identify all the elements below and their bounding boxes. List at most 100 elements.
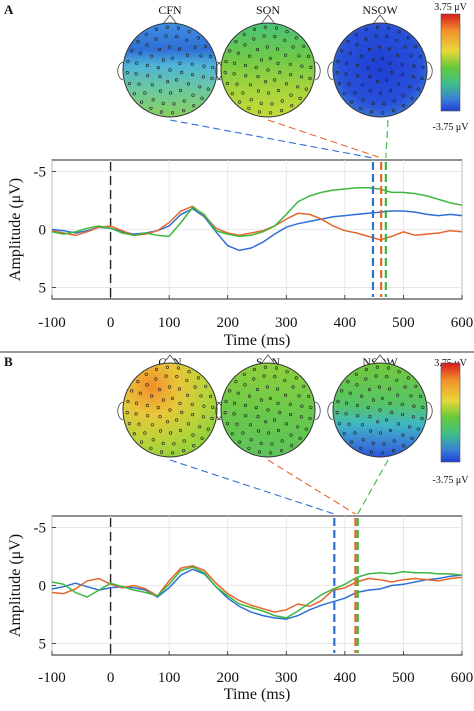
- electrode-marker: [256, 74, 260, 79]
- electrode-marker: [346, 380, 350, 384]
- electrode-marker: [241, 431, 245, 435]
- electrode-marker: [202, 404, 206, 408]
- electrode-marker: [150, 394, 154, 398]
- electrode-marker: [377, 45, 382, 49]
- electrode-marker: [182, 99, 186, 103]
- ear-icon: [314, 61, 321, 81]
- electrode-marker: [410, 436, 414, 441]
- electrode-marker: [154, 367, 158, 372]
- electrode-marker: [376, 420, 380, 424]
- electrode-marker: [243, 403, 247, 408]
- electrode-marker: [158, 74, 162, 79]
- ear-icon: [426, 61, 433, 81]
- electrode-marker: [161, 58, 165, 62]
- electrode-marker: [161, 101, 165, 105]
- erp-plot: -100 0 100 200 300 400 500 600 -5 0 5: [34, 515, 474, 686]
- electrode-marker: [414, 44, 418, 48]
- electrode-marker: [276, 61, 280, 66]
- electrode-marker: [187, 370, 191, 374]
- scalp-map: [332, 362, 428, 458]
- electrode-marker: [150, 83, 154, 87]
- electrode-marker: [302, 384, 306, 388]
- electrode-marker: [360, 83, 365, 87]
- electrode-marker: [296, 425, 300, 429]
- electrode-marker: [269, 451, 273, 455]
- electrode-marker: [386, 366, 391, 370]
- electrode-marker: [297, 54, 301, 58]
- electrode-marker: [275, 387, 280, 391]
- electrode-marker: [294, 376, 299, 380]
- x-tick-label: 600: [451, 670, 474, 686]
- electrode-marker: [344, 72, 348, 76]
- leader-line-nsow: [385, 119, 389, 159]
- electrode-marker: [345, 61, 349, 65]
- electrode-marker: [168, 408, 172, 412]
- electrode-marker: [256, 429, 261, 433]
- electrode-marker: [309, 405, 313, 410]
- electrode-marker: [185, 38, 189, 42]
- electrode-marker: [348, 51, 352, 55]
- electrode-marker: [127, 81, 131, 86]
- electrode-marker: [191, 93, 195, 97]
- electrode-marker: [171, 451, 175, 455]
- electrode-marker: [385, 418, 389, 422]
- y-tick-label: 5: [39, 280, 47, 296]
- electrode-marker: [255, 387, 260, 392]
- electrode-marker: [416, 427, 420, 431]
- series-line-son: [51, 565, 463, 613]
- electrode-marker: [267, 431, 271, 435]
- scalp-map: [122, 362, 218, 458]
- electrode-marker: [416, 87, 420, 91]
- electrode-marker: [140, 100, 144, 104]
- scalp-map: [122, 22, 218, 118]
- electrode-marker: [169, 91, 173, 95]
- electrode-marker: [126, 399, 130, 404]
- electrode-marker: [192, 104, 196, 108]
- electrode-marker: [388, 401, 392, 406]
- electrode-marker: [241, 91, 245, 95]
- electrode-marker: [169, 431, 173, 435]
- electrode-marker: [206, 427, 210, 431]
- electrode-marker: [336, 59, 340, 64]
- ear-icon: [327, 401, 334, 421]
- ear-icon: [215, 401, 222, 421]
- electrode-marker: [401, 433, 405, 437]
- electrode-marker: [244, 74, 248, 78]
- electrode-marker: [254, 406, 258, 410]
- electrode-marker: [145, 63, 149, 67]
- electrode-marker: [201, 75, 205, 79]
- electrode-marker: [374, 34, 378, 38]
- electrode-marker: [346, 39, 350, 44]
- electrode-marker: [291, 385, 295, 389]
- y-tick-label: 5: [39, 636, 47, 652]
- electrode-marker: [157, 47, 162, 52]
- electrode-marker: [376, 80, 380, 84]
- electrode-marker: [302, 44, 306, 48]
- electrode-marker: [378, 408, 382, 412]
- electrode-marker: [224, 59, 228, 64]
- electrode-marker: [143, 91, 147, 95]
- electrode-marker: [136, 380, 140, 384]
- electrode-marker: [390, 410, 394, 415]
- series-line-cfn: [51, 207, 463, 252]
- electrode-marker: [198, 85, 202, 89]
- ear-icon: [327, 61, 334, 81]
- electrode-marker: [125, 411, 129, 415]
- electrode-marker: [191, 413, 195, 417]
- electrode-marker: [347, 82, 351, 86]
- electrode-marker: [151, 438, 155, 442]
- electrode-marker: [360, 423, 365, 427]
- electrode-marker: [269, 111, 273, 115]
- electrode-marker: [154, 377, 158, 381]
- electrode-marker: [371, 398, 376, 402]
- electrode-marker: [236, 51, 240, 55]
- electrode-marker: [388, 88, 393, 93]
- electrode-marker: [164, 34, 168, 38]
- electrode-marker: [274, 26, 279, 30]
- electrode-marker: [421, 65, 425, 69]
- electrode-marker: [280, 108, 284, 113]
- x-tick-label: 100: [158, 670, 181, 686]
- y-tick-label: 0: [39, 579, 47, 595]
- electrode-marker: [270, 102, 274, 106]
- electrode-marker: [355, 43, 359, 47]
